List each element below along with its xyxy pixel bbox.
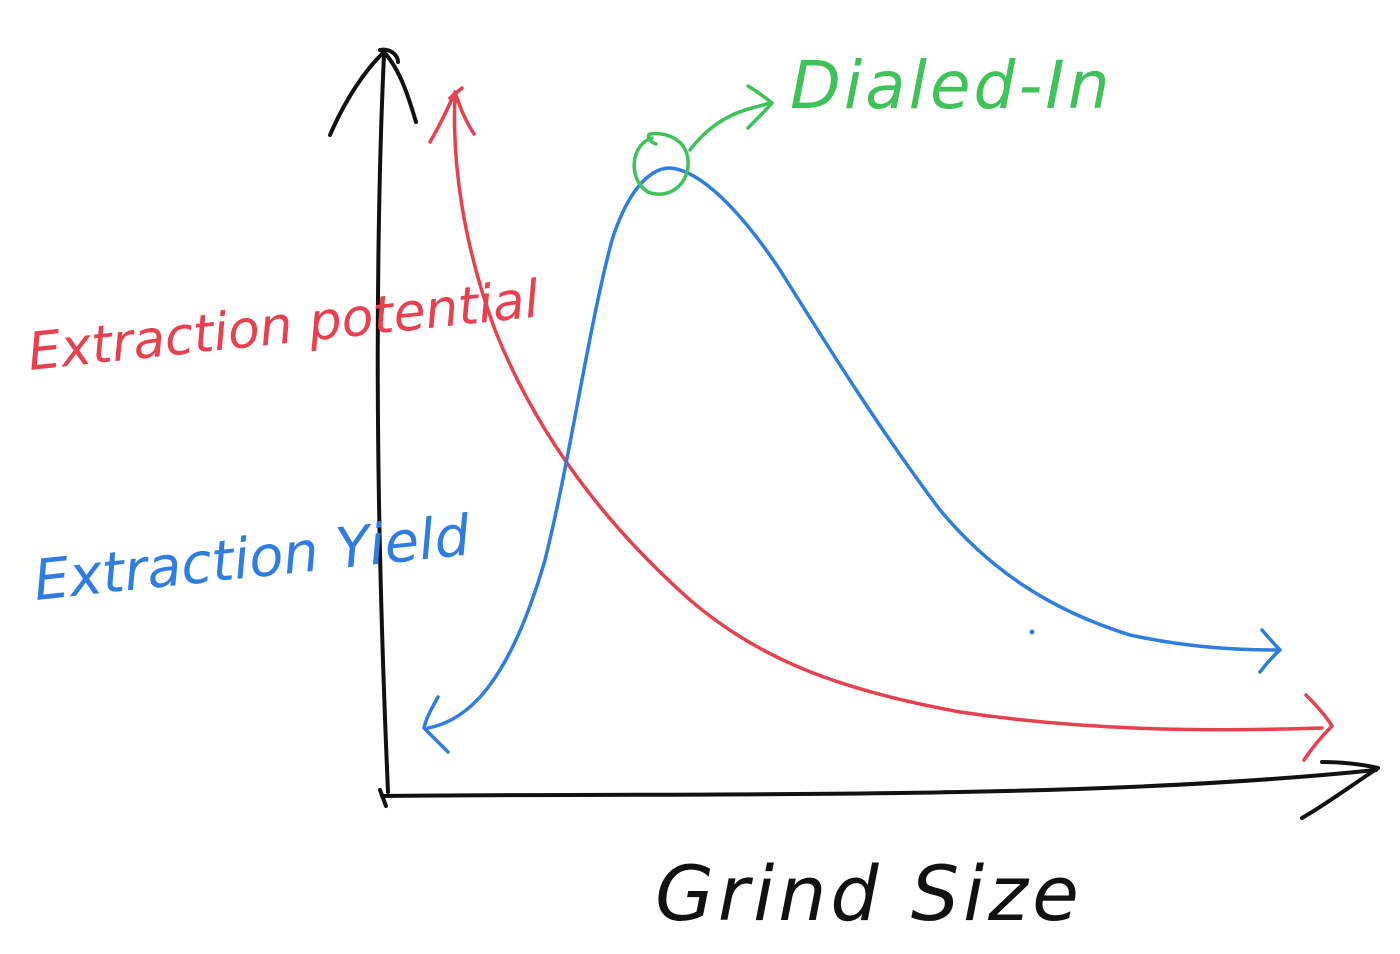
dialed-in-circle: [632, 131, 690, 196]
series-extraction-potential: [428, 86, 1334, 762]
dialed-in-pointer-arrowhead: [746, 84, 774, 130]
series-extraction-potential-end-arrowhead: [1302, 693, 1334, 762]
annotation-dialed-in: [632, 84, 774, 196]
series-extraction-potential-line: [452, 93, 1324, 732]
annotation-dialed-in-label: Dialed-In: [790, 47, 1113, 124]
dialed-in-pointer: [688, 101, 772, 152]
x-axis-origin-tick: [378, 788, 388, 808]
legend-label-extraction-yield: Extraction Yield: [31, 503, 474, 613]
y-axis-arrowhead: [328, 50, 418, 137]
x-axis-arrowhead: [1300, 760, 1380, 820]
series-extraction-yield-end-arrowhead: [1258, 628, 1282, 674]
y-axis-arrow-tick: [378, 47, 400, 64]
x-axis-line: [380, 768, 1378, 798]
x-axis: [378, 760, 1380, 820]
series-extraction-potential-start-arrowhead: [428, 90, 476, 144]
series-extraction-yield: [422, 166, 1282, 754]
series-extraction-yield-start-arrowhead: [422, 695, 450, 754]
y-axis: [328, 47, 418, 794]
y-axis-line: [375, 53, 390, 794]
series-extraction-potential-start-tick: [448, 86, 464, 100]
x-axis-label: Grind Size: [655, 849, 1083, 938]
series-extraction-yield-line: [426, 166, 1280, 730]
stray-dot: [1029, 629, 1035, 635]
legend-label-extraction-potential: Extraction potential: [25, 270, 542, 383]
